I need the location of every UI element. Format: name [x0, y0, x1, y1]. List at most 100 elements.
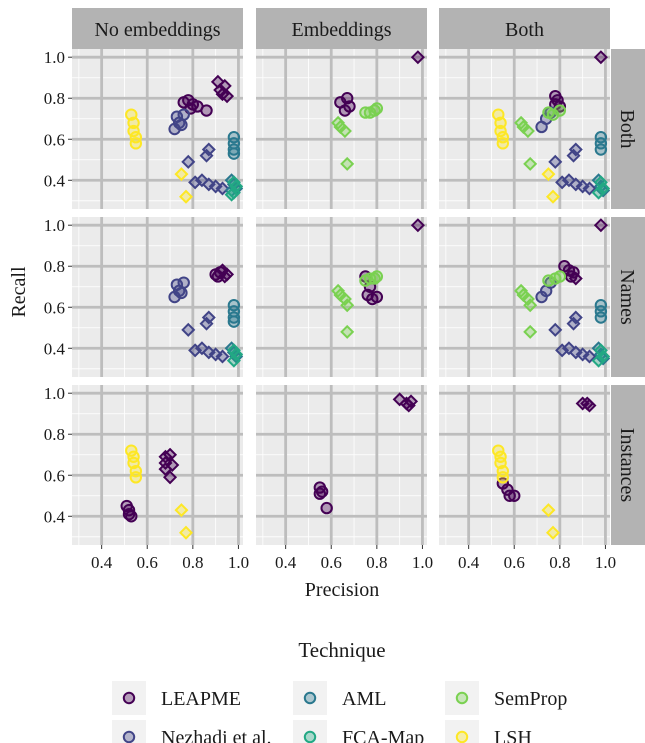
- row-strip-1: Names: [611, 217, 645, 377]
- point-semprop-diamond: [340, 156, 355, 171]
- legend-key-symbol: [455, 691, 469, 705]
- x-tick-label: 1.0: [412, 553, 433, 572]
- marks-r1-c0: [168, 263, 244, 368]
- point-leapme-circle: [320, 501, 333, 515]
- legend-key-background: [112, 681, 146, 715]
- point-fca-map-diamond: [591, 353, 606, 368]
- point-leapme-diamond: [392, 392, 407, 407]
- x-tick-label: 0.6: [504, 553, 525, 572]
- point-semprop-diamond: [340, 324, 355, 339]
- row-strip-2: Instances: [611, 385, 645, 545]
- point-nezhadi-diamond: [201, 142, 216, 157]
- point-leapme-circle: [508, 489, 521, 502]
- point-lsh-circle: [496, 137, 510, 150]
- point-fca-map-diamond: [226, 353, 241, 368]
- y-tick-label: 0.4: [44, 171, 66, 190]
- y-tick-label: 0.4: [44, 507, 66, 526]
- legend-key-background: [293, 681, 327, 715]
- point-leapme-diamond: [213, 83, 228, 98]
- legend-key-symbol: [455, 730, 469, 743]
- y-tick-label: 1.0: [44, 48, 65, 67]
- y-tick-label: 0.8: [44, 89, 65, 108]
- legend-entry-aml: AML: [293, 681, 386, 715]
- marks-r2-c1: [313, 392, 419, 515]
- point-leapme-circle: [370, 290, 384, 304]
- legend-title: Technique: [298, 638, 385, 662]
- point-leapme-diamond: [582, 398, 597, 413]
- col-strip-label: No embeddings: [94, 19, 220, 41]
- x-tick-label: 0.6: [137, 553, 158, 572]
- point-aml-circle: [227, 311, 241, 324]
- y-tick-label: 1.0: [44, 216, 65, 235]
- point-leapme-circle: [338, 104, 352, 117]
- point-semprop-diamond: [523, 156, 538, 171]
- point-lsh-circle: [129, 137, 143, 150]
- marks-r2-c2: [492, 396, 597, 540]
- point-nezhadi-circle: [175, 286, 188, 300]
- x-tick-label: 0.4: [275, 553, 297, 572]
- y-tick-label: 0.8: [44, 257, 65, 276]
- panel-background: [439, 385, 610, 545]
- panel-r0-c0: [72, 49, 243, 209]
- legend-label: SemProp: [494, 688, 567, 710]
- point-fca-map-diamond: [229, 179, 244, 194]
- marks-r1-c1: [331, 218, 425, 339]
- point-nezhadi-diamond: [582, 181, 597, 196]
- point-leapme-diamond: [217, 269, 232, 284]
- point-semprop-circle: [370, 102, 384, 115]
- point-nezhadi-diamond: [548, 322, 563, 337]
- strip-background: [611, 49, 645, 209]
- legend-label: AML: [342, 688, 386, 710]
- point-aml-circle: [227, 315, 241, 328]
- row-strip-label: Instances: [616, 428, 638, 503]
- legend-label: FCA-Map: [342, 727, 424, 743]
- point-leapme-circle: [125, 510, 138, 523]
- y-tick-label: 1.0: [44, 384, 65, 403]
- point-nezhadi-diamond: [201, 345, 216, 360]
- point-nezhadi-diamond: [568, 310, 583, 325]
- point-nezhadi-diamond: [555, 343, 570, 358]
- col-strip-2: Both: [439, 8, 610, 49]
- point-semprop-diamond: [337, 292, 352, 307]
- point-semprop-diamond: [523, 298, 538, 313]
- panel-r2-c2: [439, 385, 610, 545]
- col-strip-label: Embeddings: [292, 19, 392, 41]
- panel-background: [256, 385, 427, 545]
- point-lsh-circle: [129, 471, 143, 484]
- facet-strips: No embeddings Embeddings Both Both Names Inst…: [72, 8, 645, 545]
- y-axis-title: Recall: [8, 266, 30, 318]
- x-tick-label: 1.0: [595, 553, 616, 572]
- point-nezhadi-diamond: [582, 349, 597, 364]
- legend-entry-lsh: LSH: [445, 720, 532, 743]
- point-lsh-diamond: [541, 167, 556, 182]
- legend-label: LEAPME: [161, 688, 241, 710]
- x-tick-label: 0.4: [458, 553, 480, 572]
- legend-entry-fca-map: FCA-Map: [293, 720, 424, 743]
- point-nezhadi-circle: [175, 118, 188, 132]
- point-semprop-diamond: [337, 124, 352, 139]
- point-nezhadi-diamond: [575, 347, 590, 362]
- y-tick-label: 0.6: [44, 298, 65, 317]
- point-leapme-diamond: [158, 462, 173, 477]
- legend-key-symbol: [303, 730, 317, 743]
- y-tick-label: 0.6: [44, 466, 65, 485]
- x-tick-label: 0.8: [549, 553, 570, 572]
- point-lsh-diamond: [178, 525, 194, 540]
- axis-ticks: 0.4 0.6 0.8 1.0 0.4 0.6 0.8 1.0 0.4 0.6 0.8 1.0 0.4 0…: [44, 48, 616, 572]
- point-nezhadi-diamond: [181, 154, 196, 169]
- col-strip-1: Embeddings: [256, 8, 427, 49]
- point-semprop-diamond: [520, 292, 535, 307]
- point-leapme-circle: [553, 100, 567, 113]
- x-tick-label: 0.8: [366, 553, 387, 572]
- point-aml-circle: [227, 147, 241, 160]
- marks-r0-c0: [125, 74, 244, 204]
- point-fca-map-diamond: [229, 347, 244, 362]
- panel-background: [72, 385, 243, 545]
- point-leapme-diamond: [401, 398, 416, 413]
- strip-background: [611, 217, 645, 377]
- point-semprop-diamond: [523, 324, 538, 339]
- point-lsh-diamond: [545, 525, 561, 540]
- point-nezhadi-diamond: [199, 148, 214, 163]
- legend-entry-leapme: LEAPME: [112, 681, 241, 715]
- point-semprop-diamond: [340, 298, 355, 313]
